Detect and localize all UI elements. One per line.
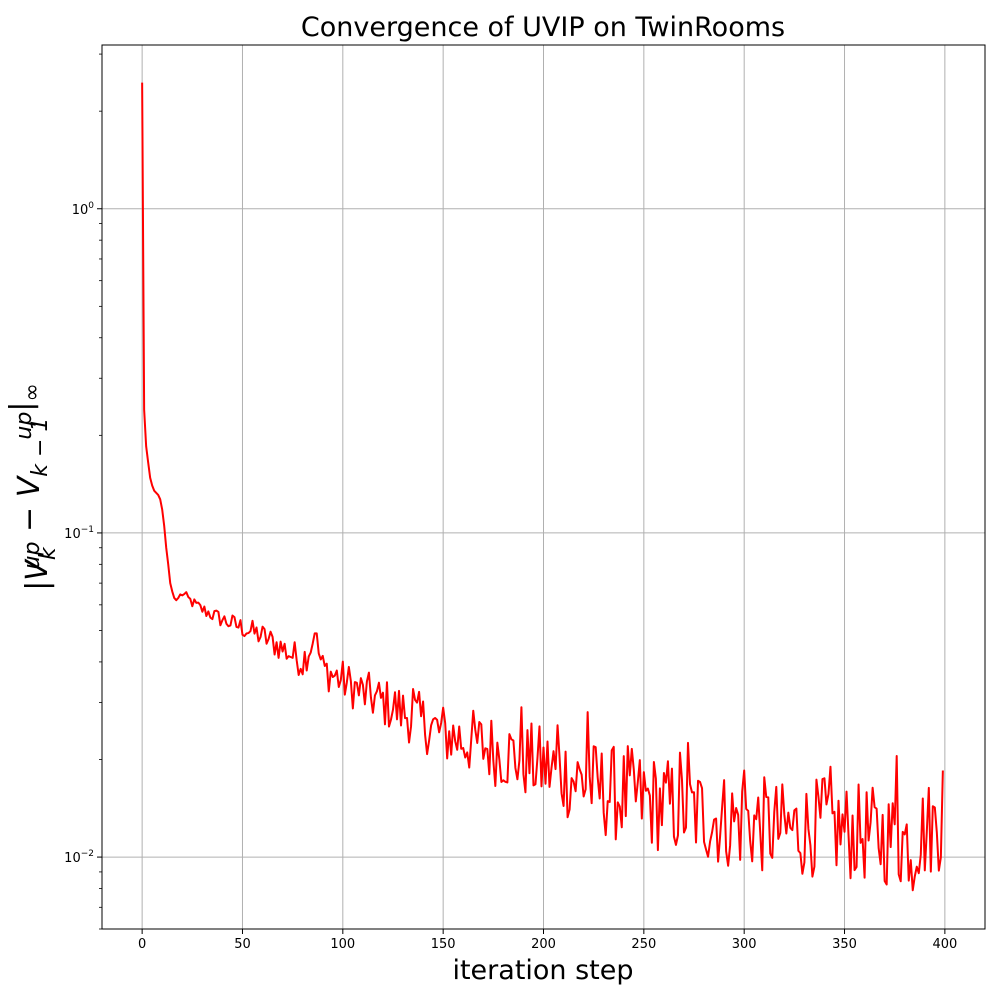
x-tick-labels: 0 50 100 150 200 250 300 350 400 <box>138 937 957 952</box>
x-tick-label: 50 <box>234 937 251 952</box>
x-tick-label: 150 <box>431 937 456 952</box>
x-tick-label: 350 <box>832 937 857 952</box>
tick-marks <box>97 53 946 934</box>
y-axis-label: |Vkup − Vk − 1up|∞ <box>4 383 61 591</box>
x-axis-label: iteration step <box>452 955 633 986</box>
series-line <box>141 82 944 892</box>
y-tick-label: 10−1 <box>64 525 94 542</box>
x-tick-label: 100 <box>330 937 355 952</box>
x-tick-label: 200 <box>531 937 556 952</box>
y-tick-labels: 10−2 10−1 100 <box>64 201 94 866</box>
y-tick-label: 10−2 <box>64 849 94 866</box>
x-tick-label: 300 <box>732 937 757 952</box>
y-tick-label: 100 <box>72 201 95 218</box>
chart-title: Convergence of UVIP on TwinRooms <box>301 12 785 43</box>
x-tick-label: 400 <box>932 937 957 952</box>
x-tick-label: 0 <box>138 937 146 952</box>
grid-lines <box>102 45 985 929</box>
x-tick-label: 250 <box>631 937 656 952</box>
series-layer <box>141 82 944 892</box>
